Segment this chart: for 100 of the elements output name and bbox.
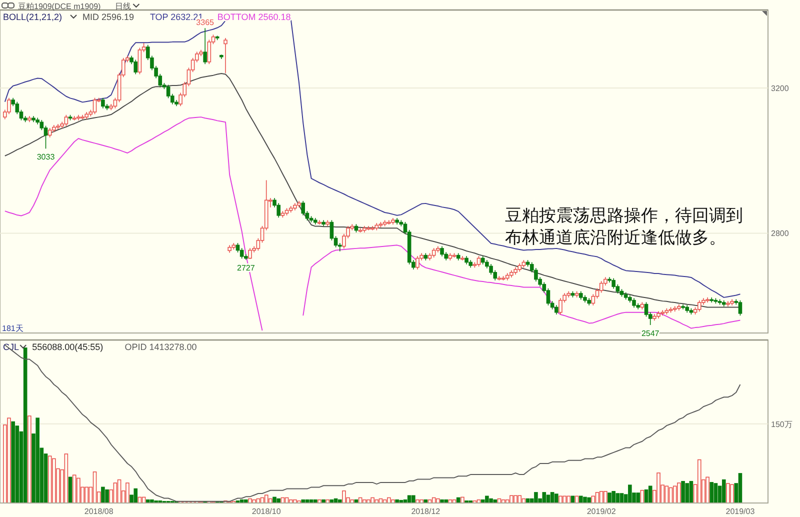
candlestick [591, 294, 596, 306]
bar [105, 489, 109, 504]
candlestick [726, 300, 730, 307]
bar [126, 482, 130, 504]
candlestick [240, 248, 244, 259]
bar [656, 472, 660, 504]
bar [76, 478, 80, 504]
bar [92, 471, 97, 504]
legend-label: MID 2596.19 [82, 12, 134, 22]
candlestick [697, 300, 702, 312]
candlestick [203, 28, 207, 64]
bar [514, 495, 518, 504]
bar [48, 456, 52, 504]
annotation: 3033 [36, 152, 56, 162]
bar [64, 454, 68, 504]
bar [608, 492, 612, 504]
candlestick [224, 38, 228, 74]
bar [23, 348, 28, 504]
annotation: 3365 [196, 18, 215, 28]
candlestick [92, 97, 97, 115]
candlestick [599, 280, 604, 294]
bar [562, 496, 566, 504]
candlestick [546, 288, 550, 306]
bar [730, 484, 734, 504]
annotation: 181天 [2, 324, 24, 333]
bar [612, 490, 616, 504]
candlestick [15, 101, 20, 115]
candlestick [138, 47, 142, 75]
bar [604, 490, 608, 504]
bar [706, 476, 710, 504]
y-tick-label: 2800 [771, 229, 790, 238]
text: OPID 1413278.00 [124, 342, 197, 352]
annotation: 豆粕按震荡思路操作，待回调到布林通道底沿附近逢低做多。 [505, 206, 743, 248]
bar [566, 496, 571, 504]
bar [726, 483, 730, 504]
bar [28, 416, 32, 504]
bar [681, 480, 685, 504]
candlestick [616, 284, 620, 294]
candlestick [632, 298, 636, 308]
candlestick [301, 200, 306, 216]
candlestick [134, 59, 138, 75]
bar [534, 492, 538, 504]
bar [628, 484, 632, 504]
series-label: 556088.00(45:55) [32, 342, 104, 352]
candlestick [166, 84, 170, 99]
bar [101, 486, 105, 504]
bar [722, 479, 726, 504]
bar [412, 495, 416, 504]
legend-title: BOLL(21,21,2) [3, 12, 62, 22]
bar [15, 426, 20, 504]
candlestick [207, 39, 212, 64]
candlestick [44, 125, 48, 150]
candlestick [554, 304, 558, 315]
bar [485, 496, 489, 504]
x-tick-label: 2019/03 [726, 507, 756, 516]
bar [685, 483, 690, 504]
candlestick [440, 246, 444, 257]
bar [677, 482, 681, 504]
bar [510, 495, 514, 504]
candlestick [7, 97, 11, 115]
x-tick-label: 2018/10 [252, 507, 282, 516]
text: BOTTOM 2560.18 [217, 12, 291, 22]
bar [710, 482, 714, 504]
bar [542, 492, 546, 504]
chart-subtitle: 日线 [115, 2, 132, 11]
bar [36, 418, 40, 504]
candlestick [644, 302, 648, 318]
bar [11, 421, 15, 504]
bar [738, 473, 742, 504]
annotation: 2547 [641, 329, 660, 338]
bar [134, 488, 138, 504]
bar [52, 458, 56, 504]
bar [583, 496, 587, 504]
bar [72, 474, 76, 504]
candlestick [64, 114, 68, 127]
bar [84, 486, 89, 504]
candlestick [416, 256, 420, 270]
bar [697, 459, 702, 504]
bar [558, 496, 562, 504]
bar [636, 492, 640, 504]
bar [672, 486, 677, 504]
bar [554, 494, 558, 504]
bar [579, 496, 583, 504]
y-tick-label: 150万 [771, 420, 792, 429]
candlestick [248, 248, 252, 260]
candlestick [476, 256, 481, 267]
bar [272, 496, 276, 504]
y-tick-label: 3200 [771, 84, 790, 94]
x-tick-label: 2018/08 [84, 507, 114, 516]
candlestick [738, 300, 742, 316]
bar [342, 490, 346, 504]
candlestick [101, 97, 105, 109]
x-tick-label: 2018/12 [411, 507, 441, 516]
bar [518, 495, 522, 504]
bar [460, 496, 464, 504]
chart-title: 豆粕1909(DCE m1909) [18, 2, 102, 11]
candlestick [612, 278, 616, 290]
x-tick-label: 2019/02 [586, 507, 616, 516]
bar [7, 418, 11, 504]
candlestick [48, 128, 52, 138]
